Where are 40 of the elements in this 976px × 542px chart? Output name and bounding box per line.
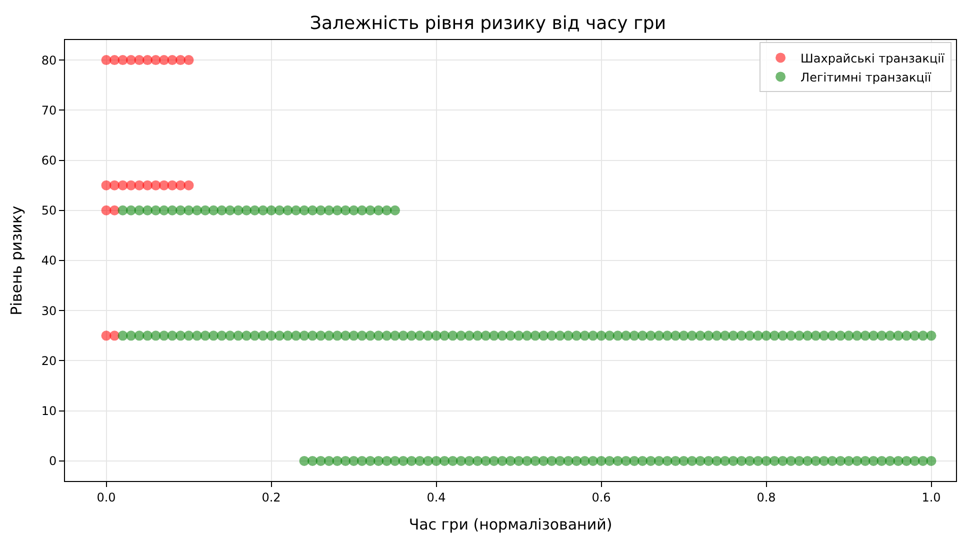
point <box>142 55 152 66</box>
point <box>176 180 186 190</box>
legend-label: Легітимні транзакції <box>800 70 932 84</box>
y-tick-label: 50 <box>41 204 57 218</box>
y-tick-label: 20 <box>41 354 57 368</box>
x-tick-label: 0.0 <box>96 490 116 504</box>
point <box>184 180 194 190</box>
x-tick-label: 0.2 <box>262 490 281 504</box>
x-tick-label: 0.4 <box>426 490 446 504</box>
point <box>126 55 136 66</box>
point <box>110 205 120 216</box>
point <box>159 180 169 190</box>
point <box>150 55 161 66</box>
point <box>184 55 194 66</box>
x-tick-label: 1.0 <box>922 490 941 504</box>
legend-label: Шахрайські транзакції <box>800 51 945 66</box>
point <box>134 55 144 66</box>
point <box>126 180 136 190</box>
point <box>142 180 152 190</box>
y-tick-label: 10 <box>41 404 57 418</box>
point <box>101 205 112 216</box>
y-tick-label: 30 <box>41 304 57 318</box>
point <box>159 55 169 66</box>
point <box>110 55 120 66</box>
chart-title: Залежність рівня ризику від часу гри <box>310 12 666 34</box>
y-tick-label: 60 <box>41 153 57 168</box>
y-axis-title: Рівень ризику <box>8 206 26 316</box>
point <box>118 55 128 66</box>
y-tick-label: 0 <box>48 454 57 468</box>
x-axis-title: Час гри (нормалізований) <box>408 515 612 534</box>
point <box>167 55 178 66</box>
y-tick-label: 80 <box>41 53 57 68</box>
y-tick-label: 70 <box>41 103 57 118</box>
x-tick-label: 0.8 <box>756 490 776 504</box>
point <box>110 180 120 190</box>
y-tick-label: 40 <box>41 254 57 268</box>
point <box>101 55 112 66</box>
point <box>176 55 186 66</box>
point <box>110 330 120 341</box>
x-tick-label: 0.6 <box>592 490 611 504</box>
